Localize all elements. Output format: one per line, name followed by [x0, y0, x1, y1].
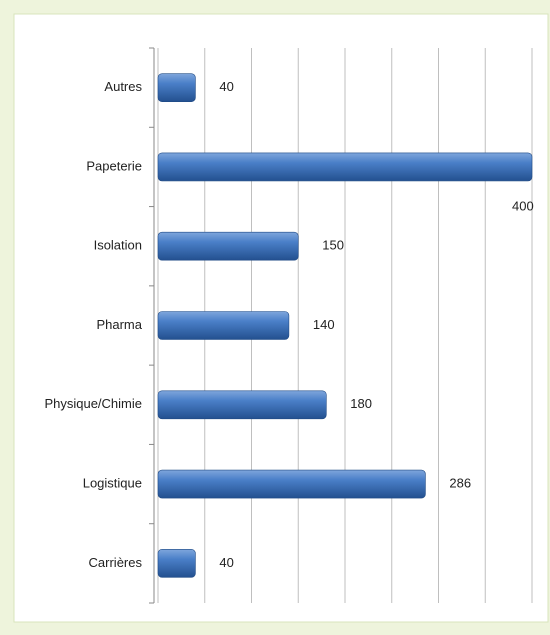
- bar: [157, 311, 290, 340]
- y-tick-label: Physique/Chimie: [44, 396, 142, 411]
- y-tick-label: Autres: [104, 79, 142, 94]
- y-tick-label: Carrières: [89, 555, 143, 570]
- bar: [157, 152, 533, 182]
- y-tick-label: Logistique: [83, 476, 142, 491]
- bar: [157, 390, 327, 420]
- bar: [157, 469, 426, 499]
- value-label: 286: [449, 476, 471, 491]
- bar: [157, 231, 299, 261]
- y-tick-label: Pharma: [96, 317, 142, 332]
- y-tick-label: Papeterie: [86, 158, 142, 173]
- bar: [157, 73, 196, 102]
- bar: [157, 549, 196, 578]
- value-label: 400: [512, 198, 534, 213]
- value-label: 40: [219, 79, 233, 94]
- value-label: 140: [313, 317, 335, 332]
- y-tick-label: Isolation: [94, 238, 142, 253]
- value-label: 40: [219, 555, 233, 570]
- value-label: 150: [322, 238, 344, 253]
- value-label: 180: [350, 396, 372, 411]
